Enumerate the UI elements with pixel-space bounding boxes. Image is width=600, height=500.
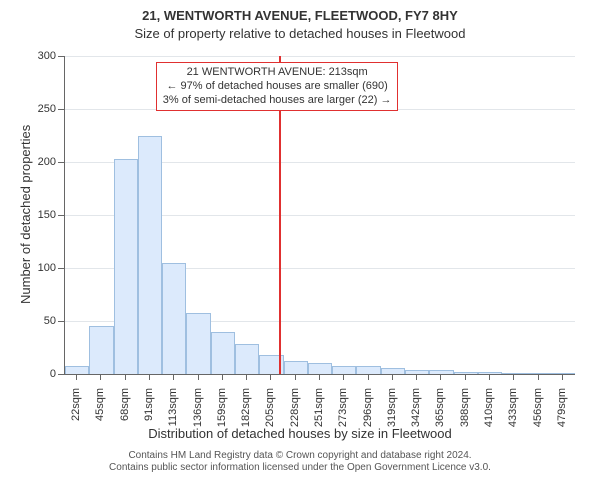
x-tick-label: 91sqm (143, 388, 155, 438)
histogram-bar (211, 332, 235, 374)
x-tick-label: 479sqm (556, 388, 568, 438)
footer-line-1: Contains HM Land Registry data © Crown c… (0, 450, 600, 462)
x-tick-label: 342sqm (410, 388, 422, 438)
x-tick-mark (222, 374, 223, 380)
histogram-bar (502, 373, 526, 374)
x-tick-mark (76, 374, 77, 380)
x-tick-mark (465, 374, 466, 380)
histogram-bar (308, 363, 332, 374)
y-tick-label: 300 (30, 50, 56, 62)
x-tick-label: 45sqm (94, 388, 106, 438)
x-tick-label: 456sqm (532, 388, 544, 438)
footer-line-2: Contains public sector information licen… (0, 462, 600, 474)
x-tick-label: 22sqm (70, 388, 82, 438)
x-tick-label: 251sqm (313, 388, 325, 438)
x-tick-label: 68sqm (119, 388, 131, 438)
y-tick-label: 0 (30, 368, 56, 380)
footer-attribution: Contains HM Land Registry data © Crown c… (0, 450, 600, 474)
x-tick-mark (489, 374, 490, 380)
x-tick-mark (125, 374, 126, 380)
histogram-bar (162, 263, 186, 374)
x-tick-mark (538, 374, 539, 380)
x-tick-mark (392, 374, 393, 380)
y-tick-mark (58, 162, 64, 163)
chart-subtitle: Size of property relative to detached ho… (0, 26, 600, 41)
x-tick-mark (100, 374, 101, 380)
x-tick-label: 410sqm (483, 388, 495, 438)
y-tick-label: 250 (30, 103, 56, 115)
x-tick-mark (149, 374, 150, 380)
x-tick-label: 296sqm (362, 388, 374, 438)
y-tick-mark (58, 268, 64, 269)
x-tick-label: 365sqm (434, 388, 446, 438)
x-tick-mark (562, 374, 563, 380)
x-tick-mark (368, 374, 369, 380)
x-tick-label: 205sqm (264, 388, 276, 438)
gridline (65, 56, 575, 57)
annotation-line: 21 WENTWORTH AVENUE: 213sqm (163, 66, 392, 80)
chart-title: 21, WENTWORTH AVENUE, FLEETWOOD, FY7 8HY (0, 8, 600, 23)
y-tick-mark (58, 215, 64, 216)
histogram-bar (381, 368, 405, 374)
y-tick-mark (58, 109, 64, 110)
histogram-bar (429, 370, 453, 374)
histogram-bar (551, 373, 575, 374)
x-tick-label: 182sqm (240, 388, 252, 438)
x-tick-mark (319, 374, 320, 380)
y-tick-mark (58, 374, 64, 375)
y-tick-label: 100 (30, 262, 56, 274)
y-tick-label: 50 (30, 315, 56, 327)
y-tick-label: 150 (30, 209, 56, 221)
y-tick-label: 200 (30, 156, 56, 168)
x-tick-label: 136sqm (192, 388, 204, 438)
x-tick-mark (173, 374, 174, 380)
x-tick-label: 433sqm (507, 388, 519, 438)
x-tick-label: 113sqm (167, 388, 179, 438)
histogram-bar (284, 361, 308, 374)
histogram-bar (356, 366, 380, 374)
annotation-line: ← 97% of detached houses are smaller (69… (163, 80, 392, 94)
x-tick-mark (513, 374, 514, 380)
y-tick-mark (58, 56, 64, 57)
histogram-bar (235, 344, 259, 374)
x-tick-mark (343, 374, 344, 380)
x-tick-label: 228sqm (289, 388, 301, 438)
histogram-bar (186, 313, 210, 374)
x-tick-mark (246, 374, 247, 380)
histogram-bar (138, 136, 162, 375)
histogram-bar (526, 373, 550, 374)
histogram-bar (114, 159, 138, 374)
y-tick-mark (58, 321, 64, 322)
x-tick-mark (416, 374, 417, 380)
x-tick-mark (295, 374, 296, 380)
x-tick-label: 388sqm (459, 388, 471, 438)
annotation-box: 21 WENTWORTH AVENUE: 213sqm← 97% of deta… (156, 62, 399, 111)
histogram-bar (332, 366, 356, 374)
x-tick-mark (198, 374, 199, 380)
x-tick-mark (270, 374, 271, 380)
histogram-bar (454, 372, 478, 374)
x-tick-mark (440, 374, 441, 380)
histogram-bar (89, 326, 113, 374)
x-tick-label: 319sqm (386, 388, 398, 438)
x-tick-label: 273sqm (337, 388, 349, 438)
chart-container: 21, WENTWORTH AVENUE, FLEETWOOD, FY7 8HY… (0, 0, 600, 500)
histogram-bar (405, 370, 429, 374)
x-tick-label: 159sqm (216, 388, 228, 438)
annotation-line: 3% of semi-detached houses are larger (2… (163, 94, 392, 108)
histogram-bar (65, 366, 89, 374)
